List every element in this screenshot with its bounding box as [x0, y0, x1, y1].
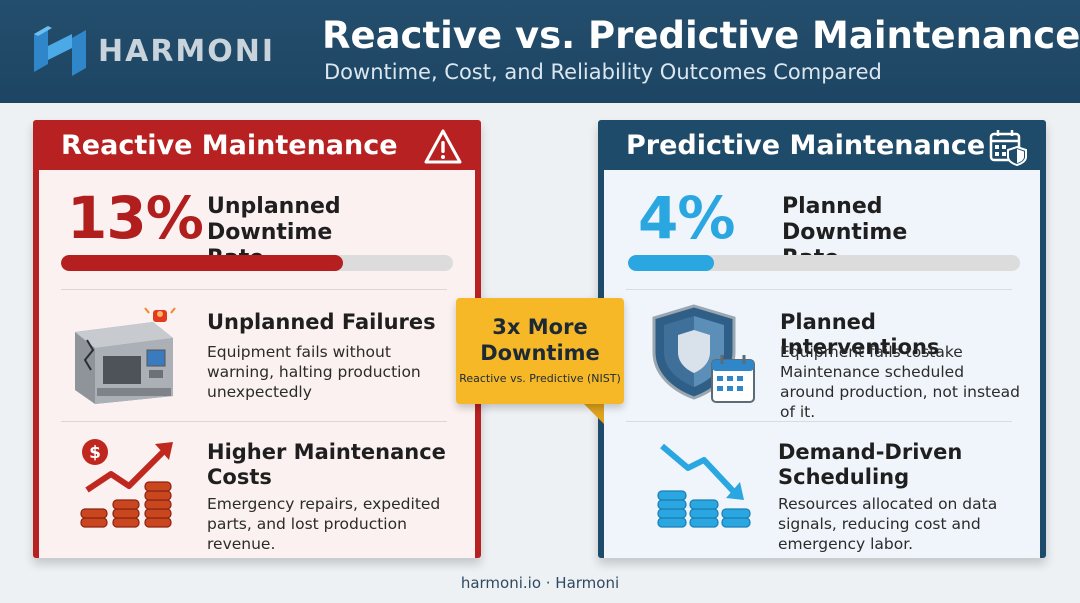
- shield-calendar-icon: [652, 304, 755, 403]
- broken-machine-icon: [75, 307, 176, 404]
- reactive-metric-value: 13%: [67, 184, 204, 252]
- reactive-progress-bar: [61, 255, 453, 271]
- svg-text:$: $: [89, 443, 101, 463]
- predictive-item-2-desc: Resources allocated on data signals, red…: [778, 495, 998, 553]
- predictive-panel-title: Predictive Maintenance: [626, 130, 986, 161]
- predictive-progress-fill: [628, 255, 715, 271]
- harmoni-logo-icon: [34, 26, 86, 76]
- reactive-panel: Reactive Maintenance 13% Unplanned Downt…: [33, 120, 481, 558]
- predictive-item-1-title: Planned Interventions: [780, 310, 940, 359]
- predictive-panel-header: Predictive Maintenance: [598, 120, 1046, 170]
- reactive-item-2-desc: Emergency repairs, expedited parts, and …: [207, 495, 441, 553]
- reactive-panel-title: Reactive Maintenance: [61, 130, 398, 161]
- divider: [61, 289, 447, 290]
- falling-cost-icon: [657, 443, 751, 528]
- predictive-panel-body: 4% Planned Downtime Rate Planned Interve…: [604, 170, 1040, 558]
- callout-pointer: [582, 402, 604, 424]
- predictive-item-1-desc: Equipment fails tostake Maintenance sche…: [780, 343, 1020, 421]
- reactive-panel-header: Reactive Maintenance: [33, 120, 481, 170]
- comparison-callout: 3x More Downtime Reactive vs. Predictive…: [456, 298, 624, 404]
- divider: [626, 289, 1012, 290]
- warning-triangle-icon: [424, 129, 462, 164]
- reactive-panel-body: 13% Unplanned Downtime Rate Unplanned Fa…: [39, 170, 475, 558]
- footer-credit: harmoni.io · Harmoni: [460, 574, 620, 592]
- brand-name: HARMONI: [98, 34, 276, 69]
- predictive-metric-value: 4%: [638, 184, 735, 252]
- predictive-item-2-title: Demand-Driven Scheduling: [778, 440, 963, 489]
- rising-cost-icon: $: [80, 439, 173, 528]
- reactive-item-2-title: Higher Maintenance Costs: [207, 440, 446, 489]
- reactive-item-1-desc: Equipment fails without warning, halting…: [207, 343, 421, 401]
- predictive-progress-bar: [628, 255, 1020, 271]
- callout-headline: 3x More Downtime: [480, 315, 600, 365]
- header-banner: HARMONI Reactive vs. Predictive Maintena…: [0, 0, 1080, 103]
- calendar-shield-icon: [989, 130, 1027, 167]
- reactive-progress-fill: [61, 255, 344, 271]
- predictive-panel: Predictive Maintenance 4% Planned Downti…: [598, 120, 1046, 558]
- reactive-item-1-title: Unplanned Failures: [207, 310, 436, 334]
- page-title: Reactive vs. Predictive Maintenance: [322, 14, 1080, 57]
- callout-note: Reactive vs. Predictive (NIST): [459, 372, 621, 385]
- page-subtitle: Downtime, Cost, and Reliability Outcomes…: [324, 60, 882, 84]
- divider: [61, 421, 447, 422]
- divider: [626, 421, 1012, 422]
